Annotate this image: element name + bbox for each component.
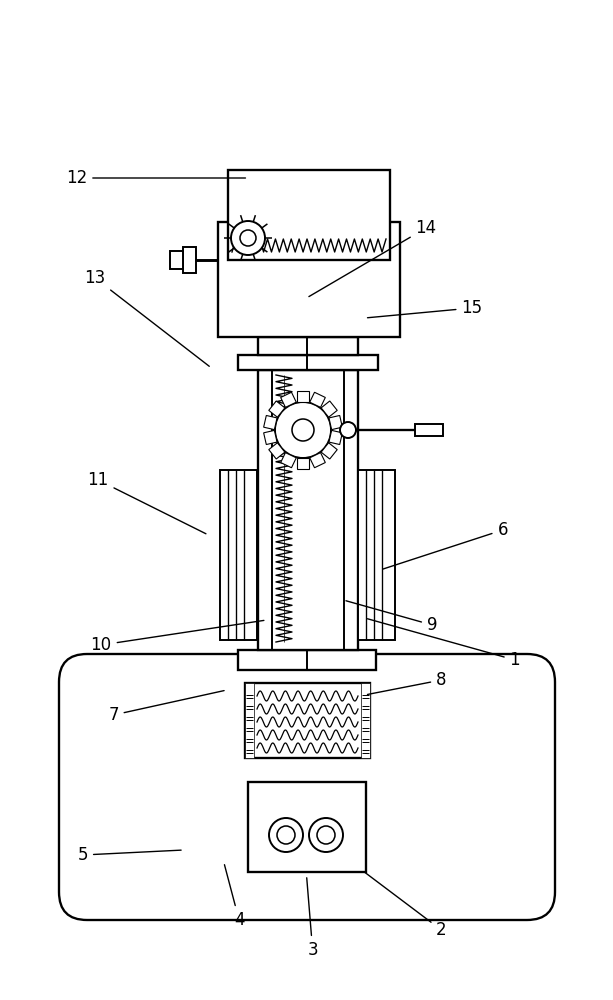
Polygon shape bbox=[310, 392, 326, 407]
Polygon shape bbox=[281, 453, 296, 468]
Circle shape bbox=[277, 826, 295, 844]
Circle shape bbox=[309, 818, 343, 852]
Text: 3: 3 bbox=[306, 878, 318, 959]
Polygon shape bbox=[321, 443, 337, 459]
Circle shape bbox=[292, 419, 314, 441]
Bar bbox=[238, 355, 378, 370]
Text: 5: 5 bbox=[77, 846, 181, 864]
Bar bbox=[170, 251, 183, 269]
Bar bbox=[238, 650, 376, 670]
Bar bbox=[258, 370, 358, 650]
Polygon shape bbox=[310, 453, 326, 468]
Text: 10: 10 bbox=[91, 620, 264, 654]
Text: 7: 7 bbox=[108, 691, 224, 724]
Text: 11: 11 bbox=[88, 471, 206, 534]
Bar bbox=[361, 683, 370, 758]
Bar bbox=[358, 470, 395, 640]
Circle shape bbox=[317, 826, 335, 844]
Text: 14: 14 bbox=[309, 219, 436, 297]
Text: 15: 15 bbox=[368, 299, 482, 318]
Circle shape bbox=[269, 818, 303, 852]
Text: 13: 13 bbox=[85, 269, 209, 366]
Text: 9: 9 bbox=[346, 601, 438, 634]
Polygon shape bbox=[321, 401, 337, 417]
Bar bbox=[415, 424, 443, 436]
Polygon shape bbox=[297, 458, 309, 469]
Text: 12: 12 bbox=[66, 169, 245, 187]
FancyBboxPatch shape bbox=[59, 654, 555, 920]
Polygon shape bbox=[268, 401, 285, 417]
Bar bbox=[183, 247, 196, 273]
Circle shape bbox=[231, 221, 265, 255]
Text: 6: 6 bbox=[383, 521, 508, 569]
Bar bbox=[245, 683, 254, 758]
Text: 1: 1 bbox=[367, 619, 520, 669]
Bar bbox=[228, 170, 390, 260]
Circle shape bbox=[340, 422, 356, 438]
Text: 4: 4 bbox=[224, 865, 245, 929]
Bar bbox=[220, 470, 257, 640]
Polygon shape bbox=[329, 415, 342, 430]
Polygon shape bbox=[264, 430, 277, 445]
Bar bbox=[245, 683, 370, 758]
Text: 8: 8 bbox=[367, 671, 447, 694]
Circle shape bbox=[240, 230, 256, 246]
Circle shape bbox=[275, 402, 331, 458]
Polygon shape bbox=[329, 430, 342, 445]
Polygon shape bbox=[281, 392, 296, 407]
Polygon shape bbox=[264, 415, 277, 430]
Polygon shape bbox=[297, 391, 309, 402]
Bar bbox=[258, 337, 358, 355]
Bar bbox=[248, 782, 366, 872]
Bar bbox=[218, 222, 400, 337]
Text: 2: 2 bbox=[364, 872, 447, 939]
Polygon shape bbox=[268, 443, 285, 459]
